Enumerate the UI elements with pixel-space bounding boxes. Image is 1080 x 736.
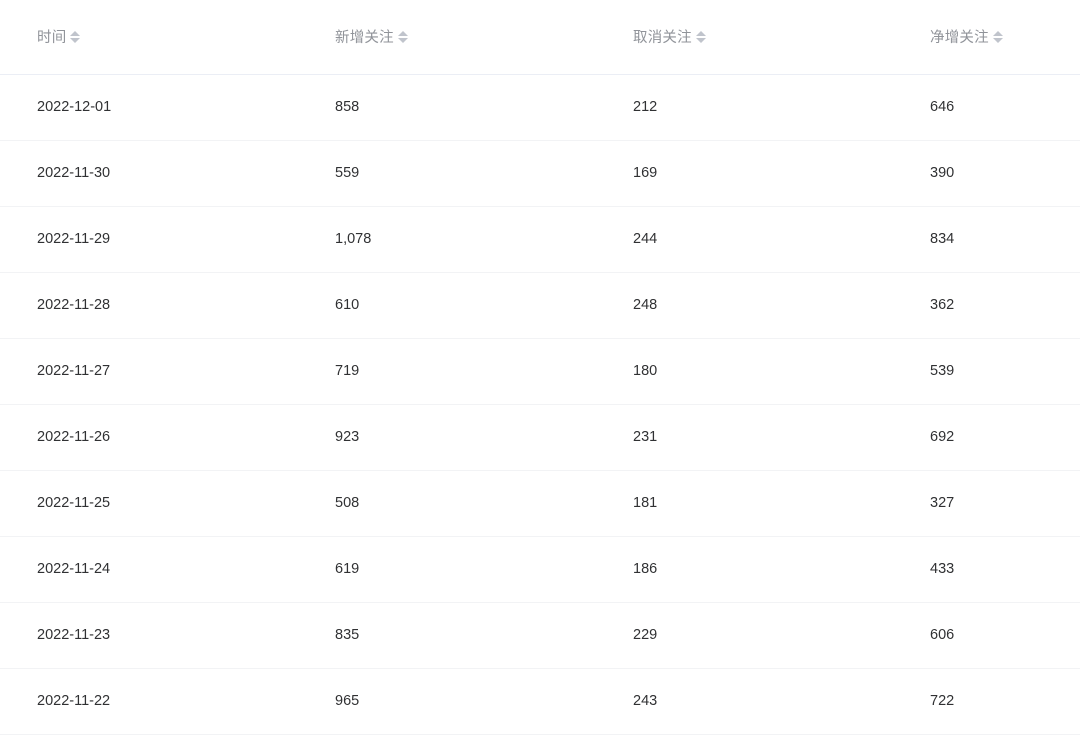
column-header-date-label: 时间 — [37, 30, 67, 47]
column-header-date[interactable]: 时间 — [0, 0, 298, 75]
cell-net_follow: 834 — [893, 206, 1080, 273]
cell-date: 2022-11-29 — [0, 206, 298, 273]
table-body: 2022-12-01 858 212 646 2022-11-30 559 169 390 20… — [0, 74, 1080, 735]
table-row[interactable]: 2022-11-29 1,078 244 834 — [0, 206, 1080, 273]
column-header-net-follow-inner[interactable]: 净增关注 — [930, 26, 1003, 47]
cell-date: 2022-11-24 — [0, 536, 298, 603]
cell-unfollow: 243 — [596, 668, 893, 735]
column-header-new-follow-label: 新增关注 — [335, 30, 394, 47]
table-row[interactable]: 2022-11-24 619 186 433 — [0, 536, 1080, 603]
column-header-date-inner[interactable]: 时间 — [37, 26, 81, 47]
cell-unfollow: 169 — [596, 140, 893, 207]
cell-net_follow: 606 — [893, 602, 1080, 669]
cell-unfollow: 248 — [596, 272, 893, 339]
cell-date: 2022-11-23 — [0, 602, 298, 669]
cell-unfollow: 186 — [596, 536, 893, 603]
column-header-unfollow[interactable]: 取消关注 — [596, 0, 893, 75]
sort-caret-icon[interactable] — [992, 27, 1003, 47]
column-header-new-follow-inner[interactable]: 新增关注 — [335, 26, 408, 47]
cell-net_follow: 692 — [893, 404, 1080, 471]
table-row[interactable]: 2022-11-30 559 169 390 — [0, 140, 1080, 207]
cell-net_follow: 646 — [893, 74, 1080, 141]
cell-new_follow: 1,078 — [298, 206, 596, 273]
cell-date: 2022-11-26 — [0, 404, 298, 471]
cell-net_follow: 362 — [893, 272, 1080, 339]
table-row[interactable]: 2022-11-22 965 243 722 — [0, 668, 1080, 735]
table-row[interactable]: 2022-11-27 719 180 539 — [0, 338, 1080, 405]
cell-new_follow: 610 — [298, 272, 596, 339]
cell-unfollow: 231 — [596, 404, 893, 471]
column-header-net-follow[interactable]: 净增关注 — [893, 0, 1080, 75]
table-row[interactable]: 2022-11-26 923 231 692 — [0, 404, 1080, 471]
cell-unfollow: 212 — [596, 74, 893, 141]
table-header: 时间 新增关注 取消关注 — [0, 0, 1080, 75]
cell-net_follow: 390 — [893, 140, 1080, 207]
table-row[interactable]: 2022-11-23 835 229 606 — [0, 602, 1080, 669]
column-header-net-follow-label: 净增关注 — [930, 30, 989, 47]
cell-date: 2022-11-30 — [0, 140, 298, 207]
sort-caret-icon[interactable] — [70, 27, 81, 47]
cell-new_follow: 559 — [298, 140, 596, 207]
cell-new_follow: 508 — [298, 470, 596, 537]
cell-date: 2022-11-27 — [0, 338, 298, 405]
cell-new_follow: 858 — [298, 74, 596, 141]
cell-unfollow: 181 — [596, 470, 893, 537]
cell-date: 2022-11-22 — [0, 668, 298, 735]
cell-date: 2022-11-25 — [0, 470, 298, 537]
header-row: 时间 新增关注 取消关注 — [0, 0, 1080, 75]
cell-new_follow: 835 — [298, 602, 596, 669]
table-row[interactable]: 2022-12-01 858 212 646 — [0, 74, 1080, 141]
cell-net_follow: 433 — [893, 536, 1080, 603]
column-header-new-follow[interactable]: 新增关注 — [298, 0, 596, 75]
cell-new_follow: 619 — [298, 536, 596, 603]
cell-unfollow: 180 — [596, 338, 893, 405]
column-header-unfollow-label: 取消关注 — [633, 30, 692, 47]
cell-net_follow: 327 — [893, 470, 1080, 537]
cell-unfollow: 229 — [596, 602, 893, 669]
cell-net_follow: 539 — [893, 338, 1080, 405]
cell-new_follow: 719 — [298, 338, 596, 405]
cell-new_follow: 965 — [298, 668, 596, 735]
cell-unfollow: 244 — [596, 206, 893, 273]
cell-date: 2022-11-28 — [0, 272, 298, 339]
cell-new_follow: 923 — [298, 404, 596, 471]
cell-net_follow: 722 — [893, 668, 1080, 735]
column-header-unfollow-inner[interactable]: 取消关注 — [633, 26, 706, 47]
table-row[interactable]: 2022-11-25 508 181 327 — [0, 470, 1080, 537]
cell-date: 2022-12-01 — [0, 74, 298, 141]
sort-caret-icon[interactable] — [397, 27, 408, 47]
sort-caret-icon[interactable] — [695, 27, 706, 47]
table-row[interactable]: 2022-11-28 610 248 362 — [0, 272, 1080, 339]
